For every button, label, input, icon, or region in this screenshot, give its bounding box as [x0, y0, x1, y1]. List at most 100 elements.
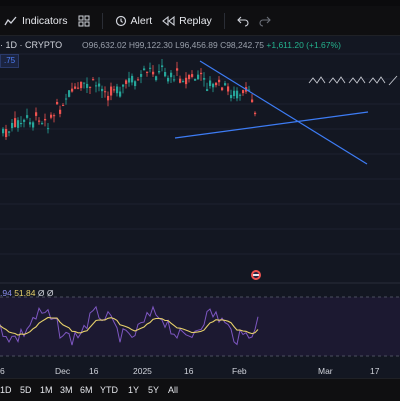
- toolbar-divider: [101, 12, 103, 29]
- candle-body: [5, 129, 8, 138]
- elliott-wave-icon[interactable]: [328, 76, 346, 84]
- chart-grid: [0, 53, 400, 255]
- candle-body: [209, 80, 212, 87]
- candle-body: [170, 72, 173, 78]
- candle-body: [77, 87, 80, 89]
- range-button[interactable]: 1Y: [128, 385, 140, 395]
- range-button[interactable]: 5Y: [148, 385, 160, 395]
- replay-label: Replay: [179, 14, 212, 27]
- ohlc-low: L96,456.89: [175, 40, 218, 50]
- time-axis-label: Mar: [318, 366, 333, 376]
- candle-body: [80, 81, 83, 89]
- ohlc-change: +1,611.20 (+1.67%): [266, 40, 341, 50]
- time-axis-label: 2025: [133, 366, 152, 376]
- range-button[interactable]: YTD: [100, 385, 118, 395]
- candle-body: [239, 94, 242, 96]
- candle-body: [251, 99, 254, 103]
- candle-body: [212, 83, 215, 88]
- trend-arrow-icon[interactable]: [388, 75, 398, 86]
- ohlc-high: H99,122.30: [128, 40, 173, 50]
- alert-icon: [115, 15, 126, 26]
- candle-body: [188, 75, 191, 80]
- candle-body: [65, 98, 68, 100]
- oscillator-value-a: .94: [0, 288, 12, 298]
- candle-body: [11, 122, 14, 129]
- candle-body: [173, 79, 176, 81]
- candle-body: [32, 122, 35, 128]
- symbol-title[interactable]: · 1D · CRYPTO: [0, 40, 63, 50]
- candle-body: [29, 122, 32, 125]
- time-axis-label: Dec: [55, 366, 71, 376]
- oscillator-legend: .94 51.84 Ø Ø: [0, 288, 53, 298]
- candle-body: [83, 82, 86, 84]
- lower-trendline[interactable]: [174, 111, 369, 139]
- time-axis-label: 17: [370, 366, 380, 376]
- undo-button[interactable]: [237, 15, 249, 27]
- candle-body: [182, 81, 185, 83]
- candle-body: [254, 112, 257, 115]
- elliott-wave-icon[interactable]: [348, 76, 366, 84]
- candle-body: [38, 120, 41, 122]
- event-marker-icon[interactable]: [251, 270, 261, 280]
- replay-button[interactable]: Replay: [162, 15, 212, 27]
- templates-button[interactable]: [78, 15, 90, 27]
- time-axis-label: 6: [0, 366, 5, 376]
- ohlc-close: C98,242.75: [220, 40, 265, 50]
- candle-body: [206, 89, 209, 91]
- candle-body: [44, 118, 47, 121]
- candle-body: [242, 90, 245, 94]
- candle-body: [215, 82, 218, 86]
- candle-body: [104, 91, 107, 93]
- candle-body: [152, 71, 155, 75]
- range-button[interactable]: 1M: [40, 385, 53, 395]
- drawing-tools-strip: [308, 75, 398, 86]
- oscillator-value-b: 51.84: [14, 288, 36, 298]
- candle-body: [74, 86, 77, 89]
- candle-body: [164, 71, 167, 77]
- candle-body: [62, 104, 65, 106]
- candle-body: [137, 79, 140, 81]
- candle-body: [197, 74, 200, 80]
- candle-body: [191, 74, 194, 77]
- range-button[interactable]: 5D: [20, 385, 32, 395]
- candle-body: [53, 115, 56, 117]
- oscillator-line: [0, 305, 259, 346]
- candle-body: [98, 83, 101, 87]
- range-button[interactable]: 6M: [80, 385, 93, 395]
- candle-body: [2, 128, 5, 134]
- toolbar-divider: [223, 12, 225, 29]
- candle-body: [113, 89, 116, 91]
- candle-body: [125, 80, 128, 84]
- candle-body: [89, 86, 92, 88]
- oscillator-value-c: Ø: [37, 288, 45, 298]
- candle-body: [218, 79, 221, 83]
- range-button[interactable]: 3M: [60, 385, 73, 395]
- candle-body: [131, 75, 134, 83]
- candle-body: [203, 78, 206, 80]
- upper-trendline[interactable]: [199, 60, 368, 165]
- candle-body: [149, 67, 152, 69]
- candle-body: [41, 123, 44, 125]
- candle-body: [128, 78, 131, 83]
- alert-button[interactable]: Alert: [115, 15, 152, 27]
- oscillator-band: [0, 297, 400, 356]
- elliott-wave-icon[interactable]: [368, 76, 386, 84]
- indicators-label: Indicators: [22, 14, 68, 27]
- redo-button[interactable]: [259, 15, 271, 27]
- candle-body: [26, 115, 29, 118]
- templates-icon: [78, 15, 90, 26]
- elliott-wave-icon[interactable]: [308, 76, 326, 84]
- range-button[interactable]: 1D: [0, 385, 12, 395]
- candle-body: [161, 65, 164, 68]
- candle-body: [86, 83, 89, 88]
- candle-body: [47, 128, 50, 130]
- candle-body: [179, 78, 182, 83]
- time-axis-label: 16: [89, 366, 99, 376]
- indicators-button[interactable]: Indicators: [4, 15, 68, 27]
- price-chart-canvas[interactable]: [0, 36, 400, 364]
- candle-body: [119, 91, 122, 97]
- candle-body: [107, 95, 110, 101]
- range-button[interactable]: All: [168, 385, 179, 395]
- time-axis[interactable]: 6 Dec 16 2025 16 Feb Mar 17: [0, 364, 400, 378]
- candle-body: [194, 79, 197, 81]
